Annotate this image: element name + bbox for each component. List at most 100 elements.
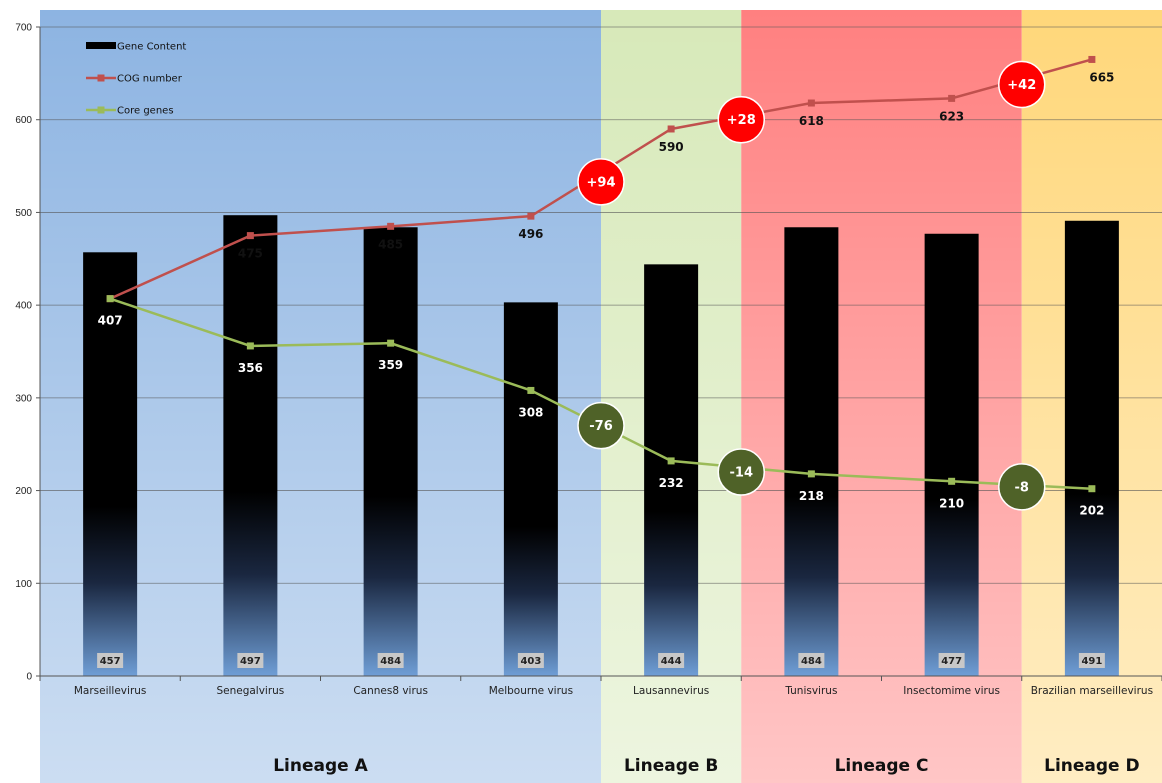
point-core-7 (948, 477, 956, 485)
bar-1 (83, 252, 138, 676)
cog-increment-label: +94 (587, 175, 616, 190)
bar-value-box (237, 653, 264, 668)
bar-value-label: 497 (240, 656, 261, 667)
core-value-label: 407 (98, 314, 123, 328)
core-decrement-label: -14 (730, 466, 754, 481)
x-category-label: Brazilian marseillevirus (1031, 685, 1153, 697)
gene-content-bars (83, 215, 1119, 676)
bar-value-label: 484 (801, 656, 822, 667)
core-value-label: 356 (238, 361, 263, 375)
point-cog-7 (948, 94, 956, 102)
bar-value-labels: 457 497 484 403 444 484 477 491 (97, 653, 1105, 668)
lineage-label: Lineage B (624, 756, 718, 776)
y-tick-label: 300 (15, 393, 32, 404)
lineage-label: Lineage C (835, 756, 929, 776)
point-cog-5 (667, 125, 675, 133)
core-decrement-circle (577, 401, 625, 450)
cog-value-label: 475 (238, 247, 263, 261)
y-tick-label: 700 (15, 23, 32, 34)
x-category-label: Cannes8 virus (353, 685, 428, 697)
x-axis: Marseillevirus Senegalvirus Cannes8 virus M… (39, 675, 1162, 697)
y-tick-label: 400 (15, 301, 32, 312)
cog-increment-circle (577, 158, 625, 206)
bar-8 (1064, 220, 1119, 676)
core-value-label: 359 (378, 358, 403, 372)
cog-increment-label: +28 (727, 113, 756, 128)
core-value-label: 210 (939, 496, 964, 510)
legend-label: Core genes (117, 106, 174, 117)
lineage-label: Lineage A (273, 756, 368, 776)
core-value-label: 202 (1079, 504, 1104, 518)
legend-swatch-marker (97, 106, 105, 114)
core-decrement-label: -76 (589, 419, 613, 434)
point-cog-8 (1088, 55, 1096, 63)
cog-value-label: 496 (518, 227, 543, 241)
point-core-3 (387, 339, 395, 347)
core-value-label: 218 (799, 489, 824, 503)
cog-increment-label: +42 (1007, 78, 1036, 93)
y-tick-label: 600 (15, 115, 32, 126)
point-core-6 (807, 470, 815, 478)
core-decrement-label: -8 (1015, 480, 1029, 495)
cog-value-label: 590 (659, 140, 684, 154)
cog-value-label: 618 (799, 114, 824, 128)
lineage-labels: Lineage A Lineage B Lineage C Lineage D (273, 756, 1139, 776)
bar-value-box (97, 653, 124, 668)
core-value-label: 232 (659, 476, 684, 490)
bar-value-label: 477 (941, 656, 962, 667)
point-core-2 (246, 342, 254, 350)
bar-value-box (377, 653, 404, 668)
band-fade (40, 10, 1162, 783)
legend-label: Gene Content (117, 42, 186, 53)
cog-increment-circle (717, 95, 765, 144)
bar-2 (223, 215, 278, 676)
line-value-labels: 475 485 496 590 618 623 665 407 356 359 308 232 218 2… (98, 70, 1115, 517)
bar-value-label: 457 (100, 656, 121, 667)
legend-swatch-gene-content (86, 42, 116, 49)
band-fade-overlay (40, 10, 1162, 783)
bar-value-box (1078, 653, 1105, 668)
x-category-label: Lausannevirus (633, 685, 709, 697)
delta-badges: +94 +28 +42 -76 -14 -8 (577, 60, 1046, 511)
bar-value-label: 484 (380, 656, 401, 667)
cog-value-label: 623 (939, 109, 964, 123)
bar-value-box (938, 653, 965, 668)
point-cog-3 (387, 222, 395, 230)
point-core-8 (1088, 485, 1096, 493)
bar-value-box (517, 653, 544, 668)
y-tick-label: 100 (15, 579, 32, 590)
x-category-label: Melbourne virus (489, 685, 573, 697)
legend-swatch-marker (97, 74, 105, 82)
bar-value-box (798, 653, 825, 668)
y-axis: 0 100 200 300 400 500 600 700 (15, 23, 41, 683)
bar-value-box (658, 653, 685, 668)
point-cog-2 (246, 232, 254, 240)
core-value-label: 308 (518, 405, 543, 419)
bar-7 (924, 233, 979, 676)
point-cog-6 (807, 99, 815, 107)
y-tick-label: 200 (15, 486, 32, 497)
core-decrement-circle (998, 463, 1046, 511)
y-tick-label: 0 (26, 672, 32, 683)
core-decrement-circle (717, 448, 765, 496)
lineage-label: Lineage D (1044, 756, 1140, 776)
x-category-label: Marseillevirus (74, 685, 147, 697)
point-cog-4 (527, 212, 535, 220)
point-core-1 (106, 295, 114, 303)
bar-4 (503, 302, 558, 676)
y-tick-label: 500 (15, 208, 32, 219)
legend-label: COG number (117, 74, 183, 85)
x-category-label: Insectomime virus (903, 685, 1000, 697)
point-core-4 (527, 386, 535, 394)
bar-6 (784, 227, 839, 676)
cog-increment-circle (998, 60, 1046, 109)
bar-value-label: 444 (661, 656, 682, 667)
bar-3 (363, 227, 418, 676)
cog-value-label: 665 (1089, 70, 1114, 84)
x-category-label: Tunisvirus (784, 685, 837, 697)
cog-value-label: 485 (378, 237, 403, 251)
legend: Gene Content COG number Core genes (86, 42, 186, 117)
x-category-label: Senegalvirus (216, 685, 284, 697)
bar-value-label: 491 (1081, 656, 1102, 667)
